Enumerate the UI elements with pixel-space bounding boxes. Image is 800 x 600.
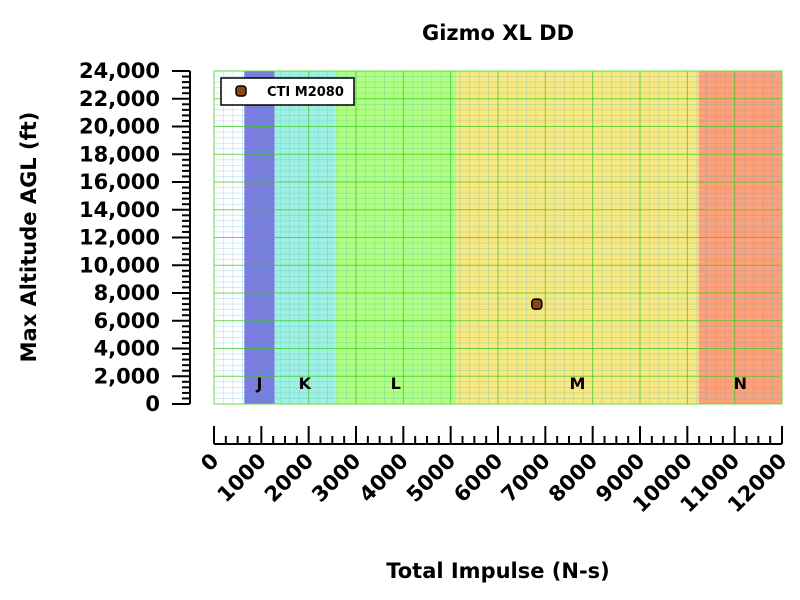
- y-tick-label: 0: [145, 392, 160, 416]
- y-tick-label: 8,000: [94, 281, 160, 305]
- x-tick-label: 2000: [260, 449, 318, 507]
- x-tick-label: 7000: [497, 449, 555, 507]
- class-band-label-j: J: [255, 374, 262, 393]
- y-tick-label: 12,000: [79, 226, 160, 250]
- x-axis-label: Total Impulse (N-s): [386, 559, 610, 583]
- legend-box: [220, 77, 355, 106]
- y-tick-label: 6,000: [94, 309, 160, 333]
- y-axis: 0 2,000 4,000 6,000 8,000 10,000 12,000 14,000 1…: [79, 59, 191, 416]
- legend-label: CTI M2080: [267, 85, 344, 100]
- y-axis-label: Max Altitude AGL (ft): [17, 112, 41, 363]
- class-band-label-m: M: [570, 374, 586, 393]
- y-tick-label: 14,000: [79, 198, 160, 222]
- x-tick-label: 8000: [544, 449, 602, 507]
- y-tick-label: 4,000: [94, 337, 160, 361]
- legend: CTI M2080: [220, 77, 355, 106]
- x-axis: 0100020003000400050006000700080009000100…: [196, 426, 792, 517]
- class-band-label-n: N: [734, 374, 747, 393]
- y-tick-label: 10,000: [79, 253, 160, 277]
- y-tick-label: 20,000: [79, 115, 160, 139]
- x-tick-label: 6000: [449, 449, 507, 507]
- legend-marker: [235, 85, 247, 97]
- x-tick-label: 4000: [355, 449, 413, 507]
- grid: [213, 70, 783, 405]
- x-tick-label: 3000: [307, 449, 365, 507]
- class-band-label-k: K: [299, 374, 312, 393]
- y-tick-label: 24,000: [79, 59, 160, 83]
- x-tick-label: 0: [196, 449, 223, 476]
- x-tick-label: 5000: [402, 449, 460, 507]
- y-tick-label: 22,000: [79, 87, 160, 111]
- class-band-label-l: L: [391, 374, 401, 393]
- chart-title: Gizmo XL DD: [422, 21, 574, 45]
- y-tick-label: 18,000: [79, 142, 160, 166]
- data-points: [531, 298, 543, 310]
- y-tick-label: 2,000: [94, 364, 160, 388]
- plot-frame: [213, 70, 783, 405]
- x-tick-label: 1000: [213, 449, 271, 507]
- data-point: [531, 298, 543, 310]
- y-tick-label: 16,000: [79, 170, 160, 194]
- class-band-labels: J K L M N: [255, 374, 747, 393]
